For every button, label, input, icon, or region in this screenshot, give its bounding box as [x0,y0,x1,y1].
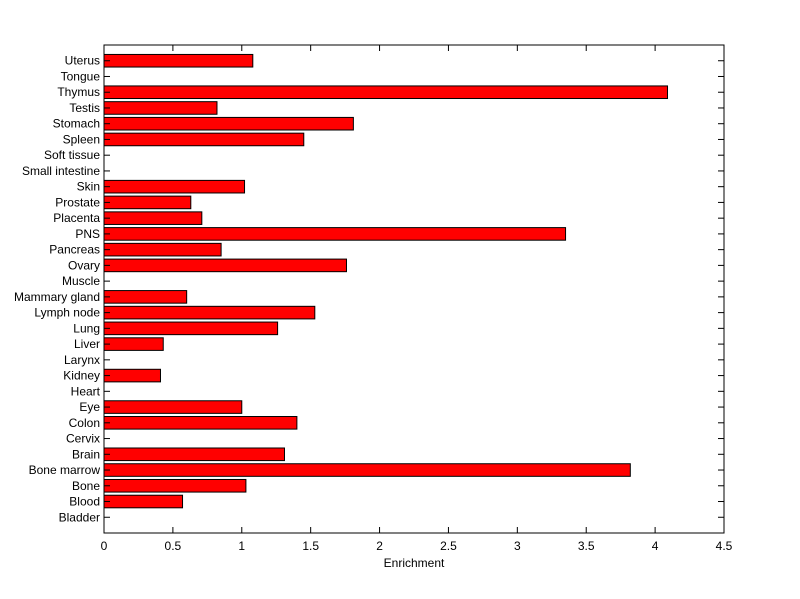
category-label: Stomach [53,117,100,131]
category-label: Prostate [55,195,100,209]
bar [103,447,285,462]
category-label: Small intestine [22,164,100,178]
category-label: Pancreas [49,243,100,257]
x-tick-label: 2 [376,539,383,553]
category-label: Blood [69,495,100,509]
bar [103,227,567,241]
category-label: Bone marrow [29,463,101,477]
x-tick-label: 3 [514,539,521,553]
bar [103,416,298,430]
category-label: Spleen [63,132,100,146]
bar [103,337,164,351]
x-tick-label: 1 [238,539,245,553]
category-label: Lymph node [34,306,100,320]
bar [103,494,184,509]
category-label: Bladder [59,510,100,524]
bar [103,290,188,304]
bar [103,101,218,115]
category-label: Larynx [64,353,100,367]
bar [103,132,305,147]
category-label: Soft tissue [44,148,100,162]
bar [103,116,354,131]
bar [103,321,279,336]
bar [103,242,222,257]
category-label: Heart [71,384,101,398]
bar [103,195,192,210]
x-tick-label: 4 [652,539,659,553]
x-tick-label: 2.5 [440,539,457,553]
category-label: Lung [73,321,100,335]
category-label: Liver [74,337,100,351]
category-label: Mammary gland [14,290,100,304]
category-label: Brain [72,447,100,461]
bar [103,53,254,68]
category-label: Placenta [53,211,100,225]
category-label: Colon [69,416,100,430]
category-label: Tongue [61,69,101,83]
bar [103,478,247,493]
category-label: Testis [69,101,100,115]
bar [103,400,243,414]
category-label: PNS [75,227,100,241]
category-label: Skin [77,180,100,194]
x-tick-label: 4.5 [716,539,733,553]
x-tick-label: 3.5 [578,539,595,553]
bar [103,211,203,225]
category-label: Uterus [65,54,100,68]
plot-frame [103,44,725,534]
x-tick-label: 1.5 [302,539,319,553]
category-label: Kidney [63,369,100,383]
bar [103,305,316,320]
x-tick-labels-group: 0 0.5 1 1.5 2 2.5 3 3.5 4 4.5 [101,539,733,553]
x-axis-label: Enrichment [384,556,445,570]
category-label: Eye [79,400,100,414]
bar [103,85,669,100]
category-label: Muscle [62,274,100,288]
x-tick-label: 0 [101,539,108,553]
bar [103,179,246,194]
x-tick-label: 0.5 [165,539,182,553]
bar [103,368,161,383]
category-label: Ovary [68,258,100,272]
bar [103,258,347,273]
category-label: Cervix [66,432,100,446]
category-label: Bone [72,479,100,493]
category-label: Thymus [57,85,100,99]
bar [103,463,631,477]
